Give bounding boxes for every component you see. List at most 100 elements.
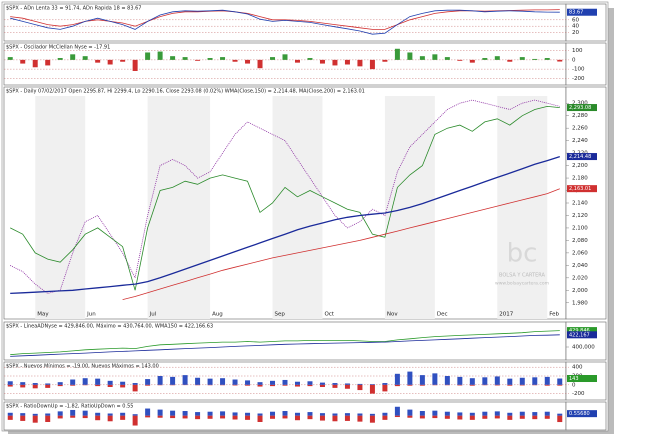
bar <box>82 415 88 419</box>
bar <box>419 375 425 385</box>
bar <box>457 384 463 386</box>
bar <box>532 377 538 385</box>
bar <box>357 415 363 422</box>
bar <box>544 58 550 60</box>
bar <box>195 412 201 416</box>
bar <box>457 59 463 61</box>
bar <box>182 411 188 416</box>
bar <box>70 54 76 60</box>
bar <box>319 415 325 421</box>
y-tick-label: 2,020 <box>572 275 588 281</box>
y-tick-label: 2,080 <box>572 238 588 244</box>
bar <box>282 384 288 386</box>
y-tick-label: 2,240 <box>572 138 588 144</box>
panel-title: $SPX - Nuevos Mínimos = -19.00, Nuevos M… <box>6 363 159 370</box>
bar <box>45 384 51 388</box>
bar <box>407 409 413 416</box>
bar <box>419 384 425 386</box>
bar <box>532 58 538 60</box>
y-tick-label: 400 <box>572 365 583 371</box>
last-value-box <box>567 327 597 335</box>
bar <box>7 381 13 385</box>
bar <box>407 371 413 385</box>
bar <box>319 413 325 416</box>
bar <box>132 384 138 392</box>
watermark-name: BOLSA Y CARTERA <box>499 273 545 279</box>
bar <box>557 59 563 62</box>
y-tick-label: 2,100 <box>572 225 588 231</box>
bar <box>145 384 151 386</box>
bar <box>107 384 113 387</box>
bar <box>257 413 263 416</box>
bar <box>207 378 213 385</box>
bar <box>107 380 113 385</box>
bar <box>257 59 263 69</box>
bar <box>82 410 88 416</box>
last-value-label: 143 <box>569 376 579 382</box>
bar <box>319 59 325 64</box>
series-line <box>122 188 560 300</box>
bar <box>494 376 500 385</box>
x-tick-label: May <box>37 312 49 318</box>
bar <box>494 56 500 60</box>
bar <box>382 415 388 420</box>
bar <box>20 384 26 388</box>
x-tick-label: Jun <box>86 312 96 318</box>
panel-title: $SPX - Daily 07/02/2017 Open 2295.87, Hi… <box>6 89 365 95</box>
month-band <box>497 96 548 319</box>
bar <box>332 415 338 422</box>
bar <box>20 415 26 421</box>
bar <box>332 384 338 388</box>
watermark-logo: bc <box>507 239 538 269</box>
bar <box>270 57 276 60</box>
series-line <box>10 334 560 357</box>
bar <box>482 411 488 416</box>
bar <box>344 413 350 416</box>
last-value-box <box>567 185 597 193</box>
bar <box>145 379 151 385</box>
bar <box>307 58 313 60</box>
bar <box>282 411 288 416</box>
bar <box>245 384 251 386</box>
bar <box>432 415 438 419</box>
bar <box>132 415 138 426</box>
bar <box>394 373 400 385</box>
bar <box>7 415 13 420</box>
bar <box>307 412 313 416</box>
bar <box>319 382 325 385</box>
series-line <box>10 155 560 295</box>
bar <box>57 58 63 60</box>
bar <box>182 57 188 60</box>
bar <box>7 412 13 416</box>
bar <box>419 415 425 419</box>
bar <box>507 384 513 386</box>
series-line <box>10 9 560 35</box>
bar <box>307 415 313 420</box>
bar <box>270 380 276 385</box>
bar <box>270 415 276 419</box>
bar <box>120 412 126 416</box>
bar <box>170 415 176 419</box>
bar <box>245 415 251 420</box>
bar <box>232 412 238 416</box>
bar <box>557 378 563 385</box>
y-tick-label: 60 <box>572 17 579 23</box>
bar <box>482 415 488 419</box>
bar <box>457 376 463 385</box>
panel-title: $SPX - Oscilador McClellan Nyse = -17.91 <box>6 45 110 51</box>
x-tick-label: Jul <box>149 312 157 318</box>
bar <box>469 378 475 385</box>
bar <box>257 382 263 385</box>
bar <box>382 383 388 385</box>
bar <box>407 52 413 60</box>
x-tick-label: Nov <box>387 312 398 318</box>
bar <box>519 384 525 386</box>
bar <box>444 411 450 416</box>
y-tick-label: 1,980 <box>572 300 588 306</box>
bar <box>407 415 413 418</box>
bar <box>307 384 313 387</box>
bar <box>20 59 26 64</box>
bar <box>132 414 138 416</box>
bar <box>32 415 38 423</box>
bar <box>294 381 300 385</box>
